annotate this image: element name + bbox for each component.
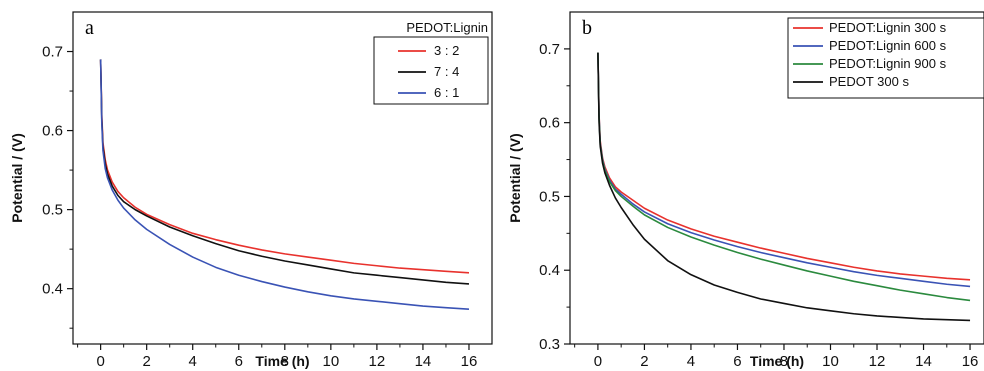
panel-b-x-tick-label: 4 xyxy=(687,353,695,370)
panel-b-y-tick-label: 0.6 xyxy=(539,115,560,132)
panel-b-y-tick-label: 0.3 xyxy=(539,336,560,353)
panel-a-y-tick-label: 0.6 xyxy=(42,123,63,140)
panel-b-x-tick-label: 12 xyxy=(869,353,886,370)
panel-b-x-tick-label: 0 xyxy=(594,353,602,370)
panel-a-series-group xyxy=(99,59,470,311)
panel-a-x-tick-label: 8 xyxy=(281,353,289,370)
panel-b-x-tick-label: 16 xyxy=(962,353,979,370)
panel-a-legend-label-1: 7 : 4 xyxy=(434,64,459,79)
panel-a-y-axis-title: Potential / (V) xyxy=(9,133,25,222)
panel-a-y-tick-label: 0.5 xyxy=(42,202,63,219)
panel-a-x-axis-title: Time (h) xyxy=(255,353,309,369)
panel-a-series-line-2 xyxy=(99,59,470,311)
panel-b-legend-box xyxy=(787,17,984,99)
panel-b-legend-label-2: PEDOT:Lignin 900 s xyxy=(829,56,947,71)
panel-a-x-tick-label: 10 xyxy=(323,353,340,370)
panel-a-y-tick-label: 0.4 xyxy=(42,281,63,298)
panel-a-series-line-1 xyxy=(99,59,470,285)
panel-a-panel-letter: a xyxy=(85,17,94,39)
panel-b-series-line-3 xyxy=(597,52,971,322)
panel-a-x-tick-label: 16 xyxy=(461,353,478,370)
panel-a-plot-frame xyxy=(72,11,493,345)
panel-b-y-tick-label: 0.7 xyxy=(539,41,560,58)
panel-b-x-axis-title: Time (h) xyxy=(750,353,804,369)
panel-b-series-group xyxy=(597,52,971,322)
panel-a-x-tick-label: 2 xyxy=(142,353,150,370)
panel-a-legend-label-0: 3 : 2 xyxy=(434,43,459,58)
panel-b-y-axis-title: Potential / (V) xyxy=(507,133,523,222)
panel-a-legend-box xyxy=(368,15,491,107)
panel-a-x-tick-label: 0 xyxy=(96,353,104,370)
panel-b-x-tick-label: 8 xyxy=(780,353,788,370)
chart-panel-b: 0 2 4 6 8 10 12 14 16 0.3 0.4 0.5 0.6 0.7 Time (h) Pote… xyxy=(507,11,984,370)
panel-b-y-tick-label: 0.5 xyxy=(539,188,560,205)
panel-b-panel-letter: b xyxy=(582,17,592,39)
panel-b-legend: PEDOT:Lignin 300 s PEDOT:Lignin 600 s PEDO… xyxy=(787,17,984,99)
panel-a-x-tick-label: 6 xyxy=(235,353,243,370)
panel-a-legend-title: PEDOT:Lignin xyxy=(406,20,488,35)
panel-b-x-tick-label: 6 xyxy=(733,353,741,370)
panel-b-x-tick-label: 14 xyxy=(915,353,932,370)
panel-a-x-tick-label: 12 xyxy=(369,353,386,370)
panel-a-x-tick-label: 4 xyxy=(189,353,197,370)
panel-b-legend-label-1: PEDOT:Lignin 600 s xyxy=(829,38,947,53)
panel-a-series-line-0 xyxy=(99,59,470,274)
panel-b-legend-label-3: PEDOT 300 s xyxy=(829,74,909,89)
panel-a-legend: PEDOT:Lignin 3 : 2 7 : 4 6 : 1 xyxy=(368,15,491,107)
panel-b-x-tick-label: 2 xyxy=(640,353,648,370)
panel-b-y-tick-label: 0.4 xyxy=(539,262,560,279)
chart-panel-a: 0 2 4 6 8 10 12 14 16 0.4 0.5 0.6 0.7 Time (h) Potenti… xyxy=(9,11,493,370)
panel-a-legend-inner-box xyxy=(373,36,489,105)
panel-b-legend-label-0: PEDOT:Lignin 300 s xyxy=(829,20,947,35)
panel-a-legend-label-2: 6 : 1 xyxy=(434,85,459,100)
panel-b-x-tick-label: 10 xyxy=(822,353,839,370)
panel-a-y-tick-label: 0.7 xyxy=(42,44,63,61)
panel-b-plot-frame xyxy=(569,11,984,345)
panel-a-x-tick-label: 14 xyxy=(415,353,432,370)
